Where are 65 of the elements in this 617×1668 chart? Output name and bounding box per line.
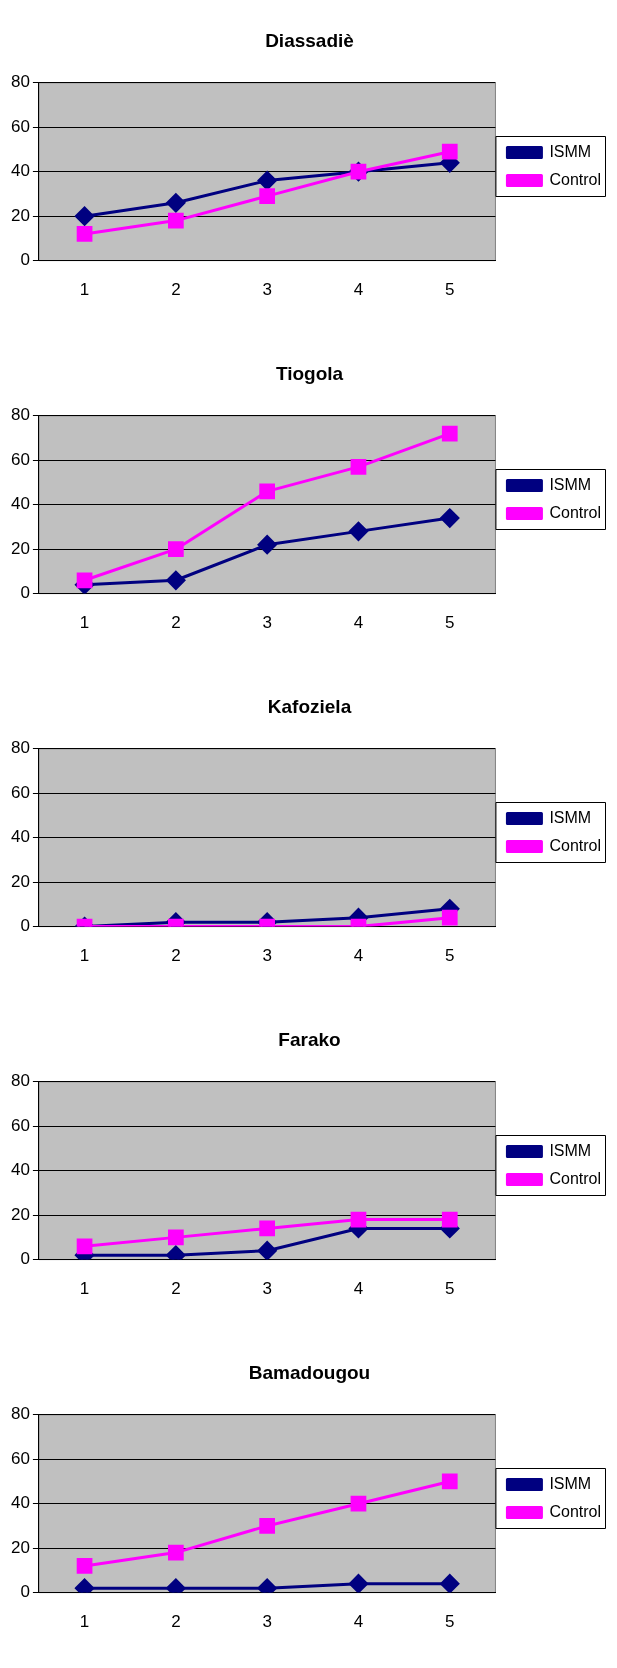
legend-label: ISMM [549,142,592,160]
legend-label: ISMM [549,1474,592,1492]
y-tick-label: 80 [10,1071,30,1091]
x-tick-label: 1 [79,946,90,966]
y-tick-label: 40 [10,494,30,514]
y-tick-label: 20 [10,871,30,891]
y-tick-label: 80 [10,738,30,758]
chart-title: Farako [278,1028,341,1050]
y-tick-label: 0 [20,583,30,603]
x-tick-label: 2 [171,946,181,966]
y-tick-label: 0 [20,1249,30,1269]
x-tick-label: 5 [445,1612,455,1632]
x-tick-label: 4 [353,1612,364,1632]
x-tick-label: 5 [445,280,455,300]
y-tick-label: 60 [10,116,30,136]
legend-label: ISMM [549,475,592,493]
x-tick-label: 2 [171,1279,181,1299]
chart-title: Bamadougou [248,1361,371,1383]
x-tick-label: 2 [171,613,181,633]
y-tick-label: 20 [10,1204,30,1224]
x-tick-label: 5 [445,613,455,633]
legend-label: Control [549,836,601,854]
y-tick-label: 20 [10,205,30,225]
legend-label: Control [549,1169,601,1187]
y-tick-label: 40 [10,1160,30,1180]
chart-title: Tiogola [275,362,344,384]
x-tick-label: 1 [79,613,90,633]
y-tick-label: 20 [10,1537,30,1557]
y-tick-label: 60 [10,1115,30,1135]
x-tick-label: 1 [79,1612,90,1632]
legend-label: Control [549,503,601,521]
chart-title: Diassadiè [265,29,354,51]
y-tick-label: 40 [10,161,30,181]
y-tick-label: 60 [10,449,30,469]
legend-label: Control [549,1502,601,1520]
x-tick-label: 1 [79,280,90,300]
y-tick-label: 20 [10,538,30,558]
y-tick-label: 0 [20,250,30,270]
x-tick-label: 3 [262,613,272,633]
y-tick-label: 80 [10,405,30,425]
x-tick-label: 2 [171,1612,181,1632]
x-tick-label: 2 [171,280,181,300]
legend-label: ISMM [549,808,592,826]
y-tick-label: 0 [20,916,30,936]
legend-label: ISMM [549,1141,592,1159]
y-tick-label: 60 [10,1448,30,1468]
x-tick-label: 3 [262,1279,272,1299]
x-tick-label: 3 [262,280,272,300]
x-tick-label: 4 [353,280,364,300]
y-tick-label: 60 [10,782,30,802]
x-tick-label: 4 [353,946,364,966]
x-tick-label: 5 [445,1279,455,1299]
y-tick-label: 80 [10,72,30,92]
y-tick-label: 40 [10,827,30,847]
x-tick-label: 3 [262,1612,272,1632]
legend-label: Control [549,170,601,188]
x-tick-label: 3 [262,946,272,966]
x-tick-label: 4 [353,613,364,633]
chart-title: Kafoziela [267,695,352,717]
x-tick-label: 1 [79,1279,90,1299]
x-tick-label: 4 [353,1279,364,1299]
y-tick-label: 80 [10,1404,30,1424]
y-tick-label: 40 [10,1493,30,1513]
y-tick-label: 0 [20,1582,30,1602]
x-tick-label: 5 [445,946,455,966]
